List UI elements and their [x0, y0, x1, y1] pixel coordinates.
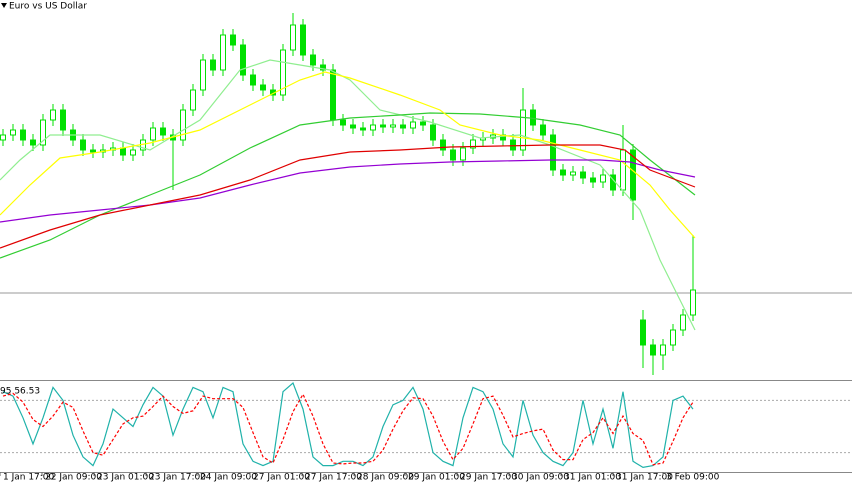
- candle-body: [190, 89, 196, 111]
- title-icon: [1, 3, 7, 8]
- candle-body: [290, 24, 296, 51]
- candle-body: [430, 124, 436, 141]
- candle-body: [570, 171, 576, 176]
- candle-body: [360, 127, 366, 131]
- candle-body: [370, 124, 376, 131]
- x-tick-label: 23 Jan 01:00: [97, 473, 154, 483]
- candle-body: [400, 124, 406, 129]
- chart-title: Euro vs US Dollar: [9, 2, 87, 12]
- candle-body: [470, 139, 476, 149]
- candle-body: [340, 119, 346, 126]
- candle-body: [150, 127, 156, 141]
- candle-body: [50, 109, 56, 121]
- candle-body: [650, 344, 656, 356]
- candle-body: [230, 34, 236, 46]
- candle-body: [80, 139, 86, 151]
- candle-body: [260, 84, 266, 91]
- candle-body: [130, 149, 136, 156]
- x-tick-label: 1 Jan 17:00: [3, 473, 55, 483]
- x-tick-label: 29 Jan 17:00: [460, 473, 517, 483]
- indicator-line: [2, 381, 694, 469]
- candle-body: [90, 149, 96, 153]
- x-tick-label: 31 Jan 17:00: [616, 473, 673, 483]
- candle-body: [310, 54, 316, 66]
- indicator-line: [0, 59, 696, 331]
- candle-body: [590, 177, 596, 183]
- candle-body: [670, 329, 676, 346]
- candle-body: [350, 124, 356, 129]
- x-tick-label: 31 Jan 01:00: [564, 473, 621, 483]
- candle-body: [440, 139, 446, 151]
- candle-body: [60, 109, 66, 131]
- candle-body: [640, 319, 646, 346]
- candle-body: [180, 109, 186, 141]
- candle-body: [600, 174, 606, 183]
- indicator-label: 95 56.53: [0, 387, 40, 397]
- x-tick-label: 22 Jan 09:00: [45, 473, 102, 483]
- candle-body: [280, 49, 286, 96]
- candle-body: [320, 64, 326, 71]
- candle-body: [660, 344, 666, 356]
- candle-body: [690, 289, 696, 316]
- candle-body: [120, 147, 126, 156]
- x-tick-label: 28 Jan 09:00: [357, 473, 414, 483]
- candle-body: [240, 44, 246, 76]
- candle-body: [450, 149, 456, 161]
- indicator-line: [2, 392, 694, 466]
- candle-body: [510, 139, 516, 151]
- candle-body: [40, 119, 46, 146]
- x-tick-label: 29 Jan 01:00: [408, 473, 465, 483]
- candle-body: [200, 59, 206, 91]
- candle-body: [580, 171, 586, 179]
- candle-body: [20, 129, 26, 141]
- candle-body: [560, 169, 566, 176]
- candle-body: [380, 124, 386, 128]
- candle-body: [30, 139, 36, 146]
- x-tick-label: 3 Feb 09:00: [666, 473, 720, 483]
- x-tick-label: 30 Jan 09:00: [512, 473, 569, 483]
- candle-body: [420, 121, 426, 126]
- candle-body: [390, 124, 396, 128]
- candle-body: [220, 34, 226, 71]
- indicator-line: [0, 144, 696, 249]
- candle-body: [630, 149, 636, 201]
- candle-body: [0, 134, 6, 141]
- candle-body: [540, 124, 546, 136]
- x-tick-label: 24 Jan 09:00: [200, 473, 257, 483]
- candle-body: [620, 149, 626, 191]
- indicator-line: [0, 71, 696, 239]
- candle-body: [520, 109, 526, 151]
- indicator-line: [0, 112, 696, 259]
- candle-body: [460, 147, 466, 161]
- x-tick-label: 27 Jan 17:00: [305, 473, 362, 483]
- candle-body: [160, 127, 166, 136]
- candle-body: [410, 121, 416, 129]
- candle-body: [680, 314, 686, 331]
- candle-body: [210, 59, 216, 71]
- candle-body: [300, 24, 306, 56]
- candle-body: [530, 109, 536, 126]
- candle-body: [550, 134, 556, 171]
- indicator-line: [0, 159, 696, 223]
- candle-body: [330, 69, 336, 121]
- candle-body: [10, 129, 16, 136]
- x-tick-label: 27 Jan 01:00: [253, 473, 310, 483]
- candle-body: [250, 74, 256, 86]
- x-tick-label: 23 Jan 17:00: [149, 473, 206, 483]
